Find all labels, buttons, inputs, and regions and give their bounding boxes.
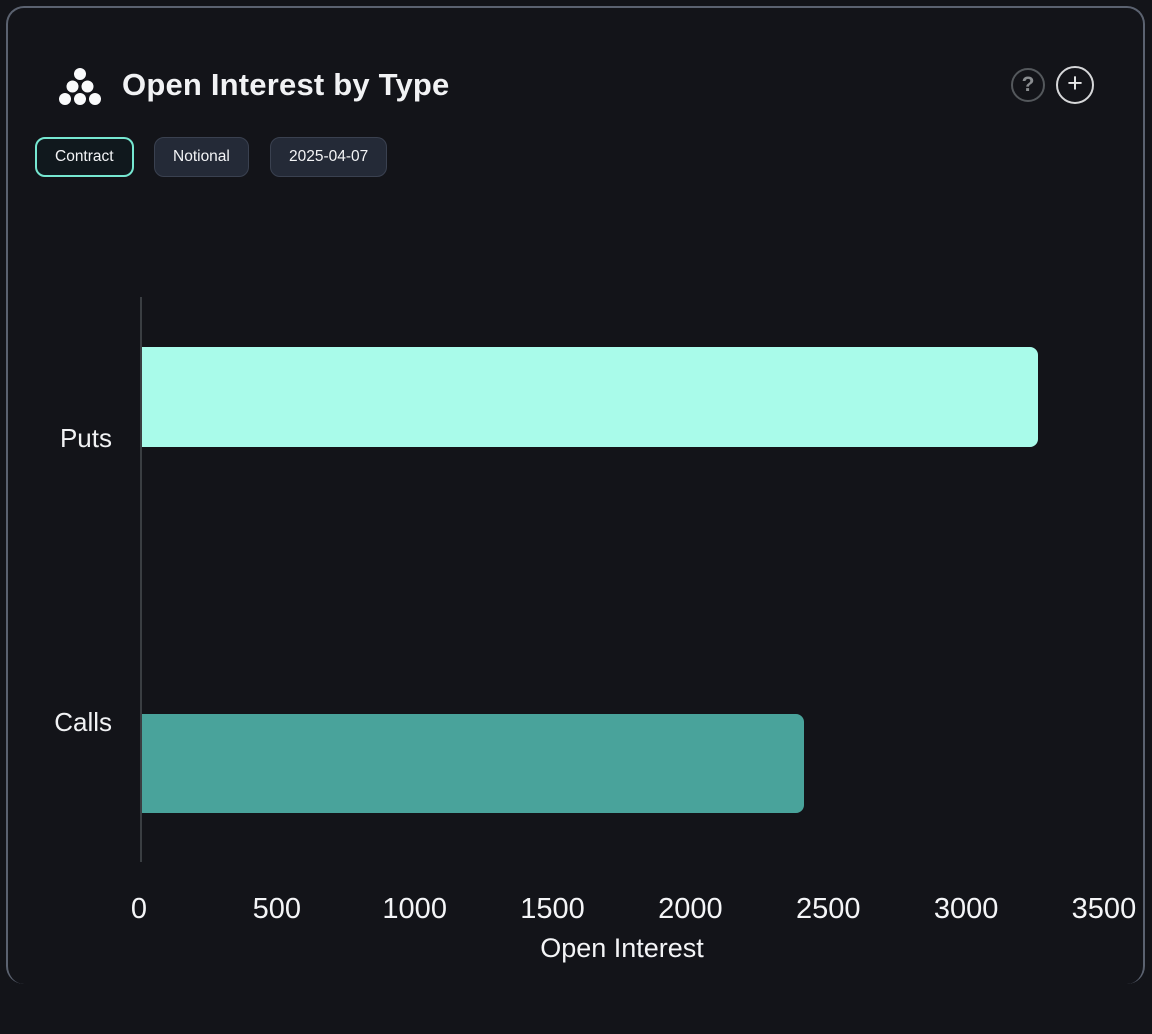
- x-tick-label: 3000: [933, 893, 999, 925]
- x-tick-label: 2500: [795, 893, 861, 925]
- expiry-date-button[interactable]: 2025-04-07: [270, 137, 388, 177]
- page-title: Open Interest by Type: [122, 67, 450, 102]
- notional-toggle-button[interactable]: Notional: [154, 137, 249, 177]
- y-axis-line: [140, 297, 142, 862]
- help-button[interactable]: ?: [1011, 68, 1045, 102]
- x-tick-label: 1000: [382, 893, 447, 925]
- add-button[interactable]: +: [1056, 66, 1094, 104]
- category-label-calls: Calls: [54, 707, 112, 737]
- category-label-puts: Puts: [59, 423, 112, 453]
- dots-pyramid-icon: [59, 68, 101, 105]
- chart-bar: [142, 714, 804, 813]
- x-tick-label: 0: [130, 893, 148, 925]
- x-tick-label: 3500: [1071, 893, 1137, 925]
- x-tick-label: 500: [252, 893, 302, 925]
- x-tick-label: 1500: [520, 893, 585, 925]
- question-mark-icon: ?: [1021, 73, 1035, 96]
- contract-toggle-button[interactable]: Contract: [35, 137, 134, 177]
- x-axis-title: Open Interest: [540, 933, 704, 963]
- x-tick-label: 2000: [658, 893, 723, 925]
- chart-bar: [142, 347, 1038, 447]
- plus-icon: +: [1067, 68, 1083, 98]
